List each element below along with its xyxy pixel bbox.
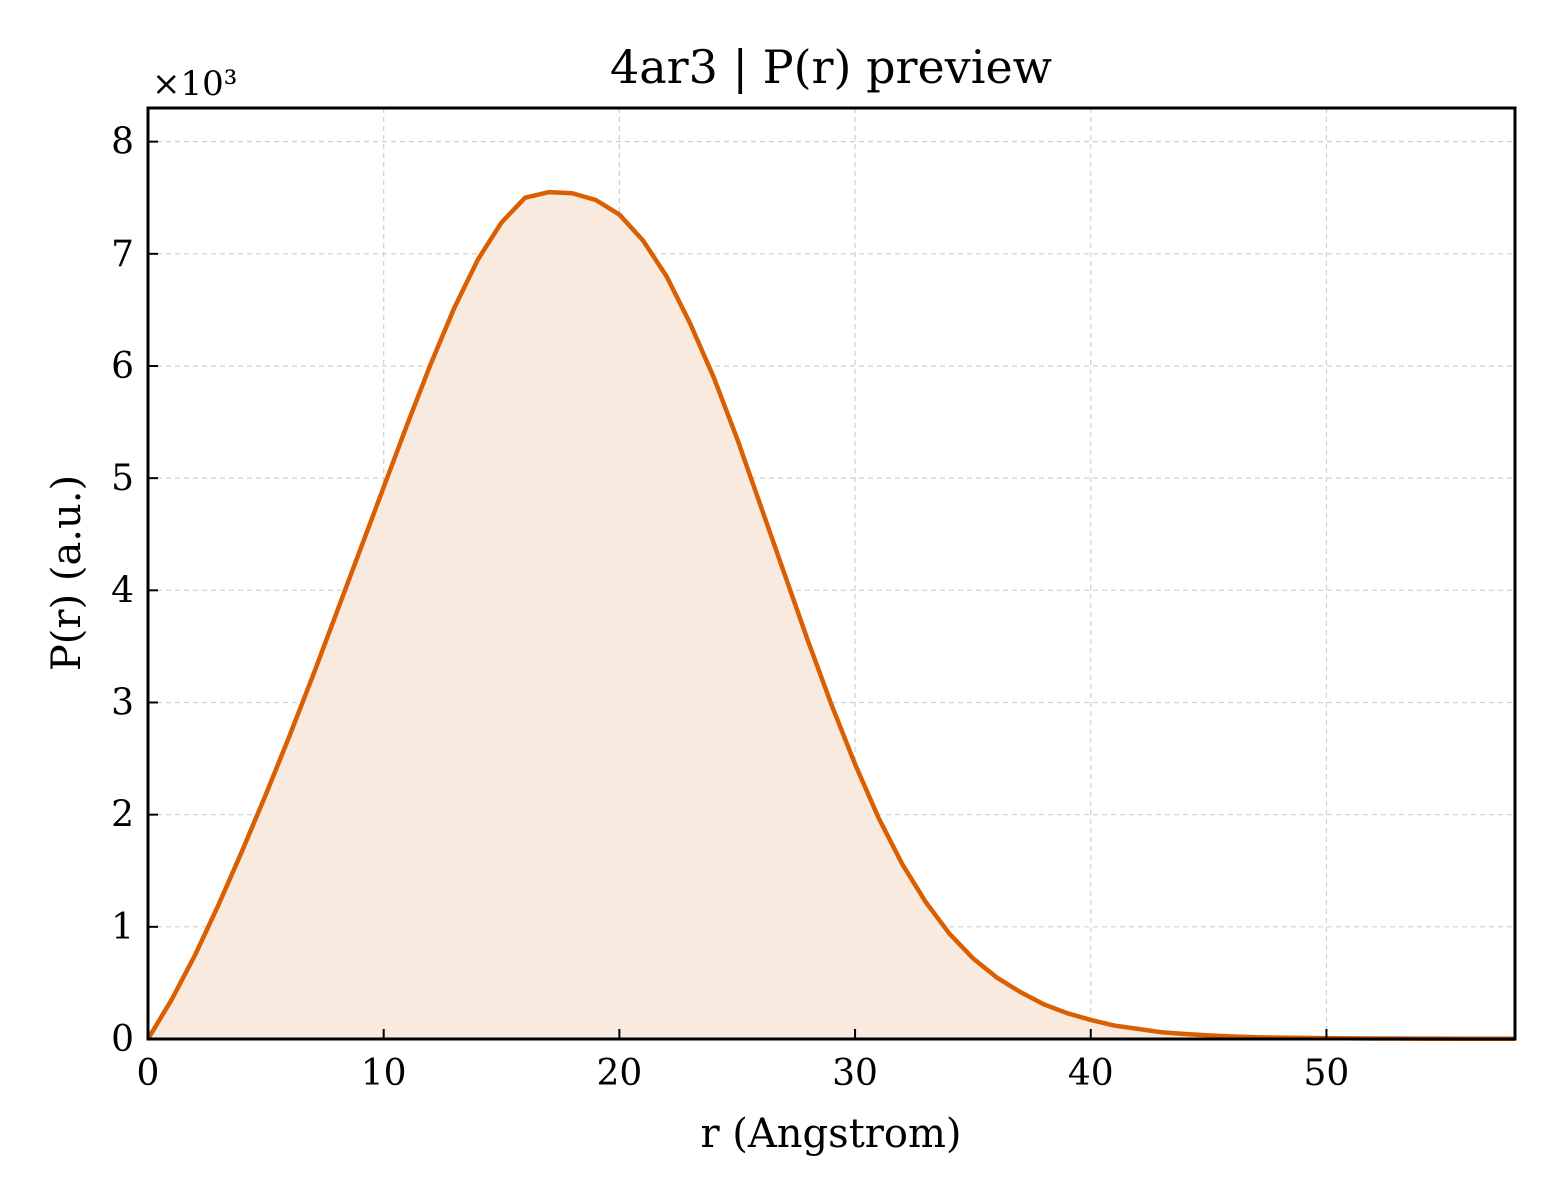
y-tick-label: 2 bbox=[111, 795, 134, 836]
y-tick-label: 3 bbox=[111, 682, 134, 723]
x-tick-label: 40 bbox=[1068, 1053, 1114, 1094]
x-tick-label: 0 bbox=[137, 1053, 160, 1094]
x-tick-label: 20 bbox=[596, 1053, 642, 1094]
y-tick-label: 8 bbox=[111, 122, 134, 163]
axis-ticks bbox=[147, 140, 1328, 1040]
y-tick-label: 0 bbox=[111, 1019, 134, 1060]
x-axis-label: r (Angstrom) bbox=[700, 1111, 961, 1157]
pr-area-fill bbox=[148, 192, 1515, 1039]
y-tick-label: 6 bbox=[111, 346, 134, 387]
tick-labels: 0 10 20 30 40 50 0 1 2 3 4 5 6 7 8 bbox=[111, 122, 1349, 1094]
y-tick-label: 7 bbox=[111, 234, 134, 275]
y-scale-label: ×10³ bbox=[152, 64, 237, 104]
chart-title: 4ar3 | P(r) preview bbox=[610, 40, 1052, 94]
plot-frame bbox=[146, 106, 1517, 1041]
y-axis-label: P(r) (a.u.) bbox=[44, 475, 90, 671]
x-tick-label: 50 bbox=[1304, 1053, 1350, 1094]
pr-series-line bbox=[146, 189, 1515, 1042]
y-tick-label: 1 bbox=[111, 907, 134, 948]
y-tick-label: 4 bbox=[111, 570, 134, 611]
y-tick-label: 5 bbox=[111, 458, 134, 499]
x-tick-label: 10 bbox=[361, 1053, 407, 1094]
x-tick-label: 30 bbox=[832, 1053, 878, 1094]
